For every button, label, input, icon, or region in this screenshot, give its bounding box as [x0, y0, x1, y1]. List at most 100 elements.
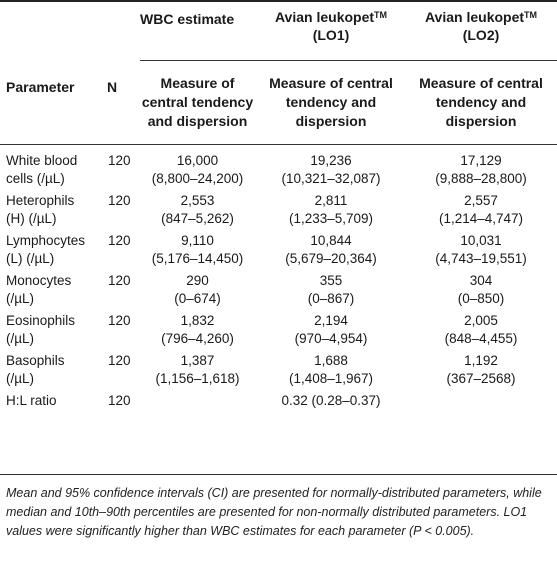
table-row: Eosinophils (/µL) 120 1,832 (796–4,260) 2,194…: [0, 312, 557, 350]
lo1-cell: 19,236 (10,321–32,087): [256, 152, 406, 188]
n-cell: 120: [108, 152, 138, 170]
measure-header-wbc: Measure of central tendency and dispersi…: [141, 75, 254, 129]
lo2-cell-line: (367–2568): [446, 371, 516, 386]
lo2-cell-line: (0–850): [457, 291, 505, 306]
table-header: WBC estimate Avian leukopetTM (LO1) Avia…: [0, 9, 557, 140]
lo1-cell-line: (5,679–20,364): [285, 251, 377, 266]
table-row: Lymphocytes (L) (/µL) 120 9,110 (5,176–14,45…: [0, 232, 557, 270]
lo2-cell-line: (848–4,455): [444, 331, 518, 346]
parameter-cell-line: Lymphocytes: [6, 233, 86, 248]
lo1-cell-line: (0–867): [307, 291, 355, 306]
measure-header-lo1: Measure of central tendency and dispersi…: [269, 75, 393, 129]
parameter-cell: White blood cells (/µL): [6, 152, 106, 188]
lo1-cell-line: (1,233–5,709): [288, 211, 374, 226]
lo2-cell: 10,031 (4,743–19,551): [406, 232, 556, 268]
n-cell-line: 120: [108, 313, 131, 328]
wbc-cell-line: (0–674): [174, 291, 221, 306]
lo1-cell-line: 2,194: [314, 313, 348, 328]
table-row: White blood cells (/µL) 120 16,000 (8,800–24…: [0, 152, 557, 190]
wbc-cell-line: (1,156–1,618): [155, 371, 240, 386]
n-cell-line: 120: [108, 153, 131, 168]
wbc-cell-line: 9,110: [181, 233, 214, 248]
wbc-cell-line: (796–4,260): [161, 331, 234, 346]
lo2-cell-line: 2,557: [464, 193, 498, 208]
lo1-cell: 10,844 (5,679–20,364): [256, 232, 406, 268]
parameter-cell-line: Basophils: [6, 353, 65, 368]
n-cell: 120: [108, 312, 138, 330]
lo2-cell-line: (9,888–28,800): [435, 171, 527, 186]
n-cell-line: 120: [108, 353, 131, 368]
parameter-cell-line: (/µL): [6, 331, 35, 346]
n-cell: 120: [108, 352, 138, 370]
wbc-cell: 1,387 (1,156–1,618): [140, 352, 255, 388]
wbc-cell-line: 1,832: [180, 313, 215, 328]
wbc-cell-line: 2,553: [180, 193, 215, 208]
lo2-cell: 2,557 (1,214–4,747): [406, 192, 556, 228]
wbc-cell-line: (847–5,262): [161, 211, 234, 226]
wbc-cell-line: 16,000: [176, 153, 219, 168]
lo2-cell-line: 1,192: [464, 353, 498, 368]
n-cell: 120: [108, 272, 138, 290]
col-header-lo2: Avian leukopetTM (LO2): [424, 9, 538, 43]
lo1-cell-line: 19,236: [310, 153, 352, 168]
lo2-cell: 2,005 (848–4,455): [406, 312, 556, 348]
ratio-value-cell: 0.32 (0.28–0.37): [281, 393, 381, 408]
table-row: Heterophils (H) (/µL) 120 2,553 (847–5,262) 2…: [0, 192, 557, 230]
wbc-cell: 290 (0–674): [140, 272, 255, 308]
col-header-n: N: [107, 79, 118, 95]
header-mid-rule: [140, 60, 557, 61]
lo1-cell-line: (1,408–1,967): [288, 371, 374, 386]
wbc-cell: 1,832 (796–4,260): [140, 312, 255, 348]
lo1-cell-line: 2,811: [314, 193, 348, 208]
ratio-parameter-cell: H:L ratio: [6, 393, 57, 408]
lo1-cell-line: (970–4,954): [294, 331, 368, 346]
lo1-cell: 2,194 (970–4,954): [256, 312, 406, 348]
parameter-cell-line: (H) (/µL): [6, 211, 57, 226]
table-bottom-rule: [0, 474, 557, 475]
parameter-cell: Basophils (/µL): [6, 352, 106, 388]
wbc-cell-line: (8,800–24,200): [151, 171, 244, 186]
table-footnote: Mean and 95% confidence intervals (CI) a…: [6, 486, 542, 538]
col-header-lo1: Avian leukopetTM (LO1): [274, 9, 388, 43]
header-bottom-rule: [0, 144, 557, 145]
lo2-cell-line: (1,214–4,747): [438, 211, 524, 226]
n-cell-line: 120: [108, 233, 131, 248]
lo1-cell-line: 355: [319, 273, 343, 288]
lo2-cell-line: 2,005: [464, 313, 498, 328]
lo1-cell-line: 1,688: [314, 353, 348, 368]
n-cell-line: 120: [108, 193, 131, 208]
parameter-cell-line: (L) (/µL): [6, 251, 55, 266]
wbc-cell-line: (5,176–14,450): [151, 251, 244, 266]
lo1-cell-line: (10,321–32,087): [281, 171, 381, 186]
lo1-cell: 2,811 (1,233–5,709): [256, 192, 406, 228]
parameter-cell-line: Eosinophils: [6, 313, 76, 328]
n-cell: 120: [108, 192, 138, 210]
lo1-cell: 355 (0–867): [256, 272, 406, 308]
wbc-cell-line: 1,387: [180, 353, 215, 368]
parameter-cell-line: (/µL): [6, 371, 35, 386]
col-header-parameter: Parameter: [6, 79, 75, 95]
col-header-wbc: WBC estimate: [140, 11, 235, 27]
n-cell: 120: [108, 232, 138, 250]
ratio-n-cell: 120: [108, 393, 131, 408]
parameter-cell-line: cells (/µL): [6, 171, 65, 186]
lo2-cell: 304 (0–850): [406, 272, 556, 308]
wbc-cell: 2,553 (847–5,262): [140, 192, 255, 228]
n-cell-line: 120: [108, 273, 131, 288]
parameter-cell: Lymphocytes (L) (/µL): [6, 232, 106, 268]
parameter-cell-line: Monocytes: [6, 273, 72, 288]
table-row: Monocytes (/µL) 120 290 (0–674) 355 (0–867) 304…: [0, 272, 557, 310]
table-top-rule: [0, 0, 557, 2]
table-row: Basophils (/µL) 120 1,387 (1,156–1,618) 1,688…: [0, 352, 557, 390]
parameter-cell: Heterophils (H) (/µL): [6, 192, 106, 228]
table-row-ratio: H:L ratio 120 0.32 (0.28–0.37): [0, 392, 557, 412]
parameter-cell-line: Heterophils: [6, 193, 75, 208]
wbc-cell-line: 290: [186, 273, 209, 288]
lo1-cell-line: 10,844: [310, 233, 352, 248]
parameter-cell-line: (/µL): [6, 291, 35, 306]
measure-header-lo2: Measure of central tendency and dispersi…: [419, 75, 543, 129]
lo2-cell-line: 17,129: [460, 153, 502, 168]
lo2-cell-line: 304: [469, 273, 493, 288]
lo2-cell-line: (4,743–19,551): [435, 251, 527, 266]
lo1-cell: 1,688 (1,408–1,967): [256, 352, 406, 388]
